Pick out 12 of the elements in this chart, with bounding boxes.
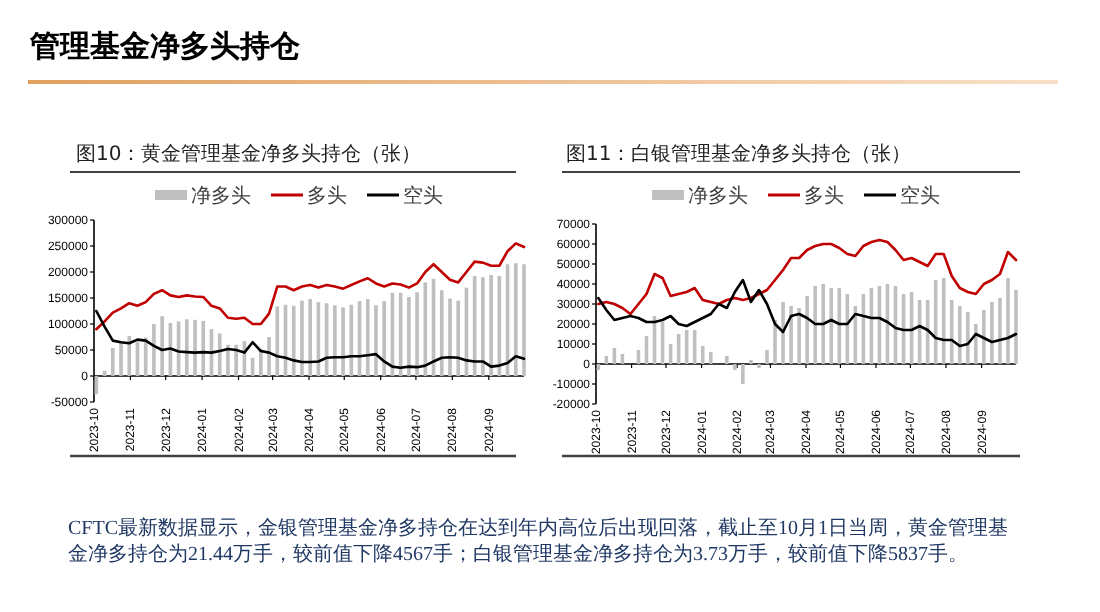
- legend-label: 多头: [307, 184, 347, 208]
- line-series: [597, 238, 1018, 316]
- legend-label: 净多头: [191, 184, 251, 208]
- text: CFTC最新数据显示，金银管理基金净多持仓在达到年内高位后出现回落，截止至10月1日当周，黄金管理基金净多持仓为21.44万手，较前值下降4567手；白银管理基金净多持仓为3.73万手，较前值下降5837手。: [68, 516, 1009, 568]
- legend-label: 空头: [403, 184, 443, 208]
- chart-title: 图11：白银管理基金净多头持仓（张）: [566, 142, 912, 166]
- legend-label: 多头: [804, 184, 844, 208]
- text: 管理基金净多头持仓: [28, 28, 302, 64]
- line-series: [95, 242, 526, 331]
- legend-label: 空头: [900, 184, 940, 208]
- legend-label: 净多头: [688, 184, 748, 208]
- chart-title: 图10：黄金管理基金净多头持仓（张）: [76, 142, 422, 166]
